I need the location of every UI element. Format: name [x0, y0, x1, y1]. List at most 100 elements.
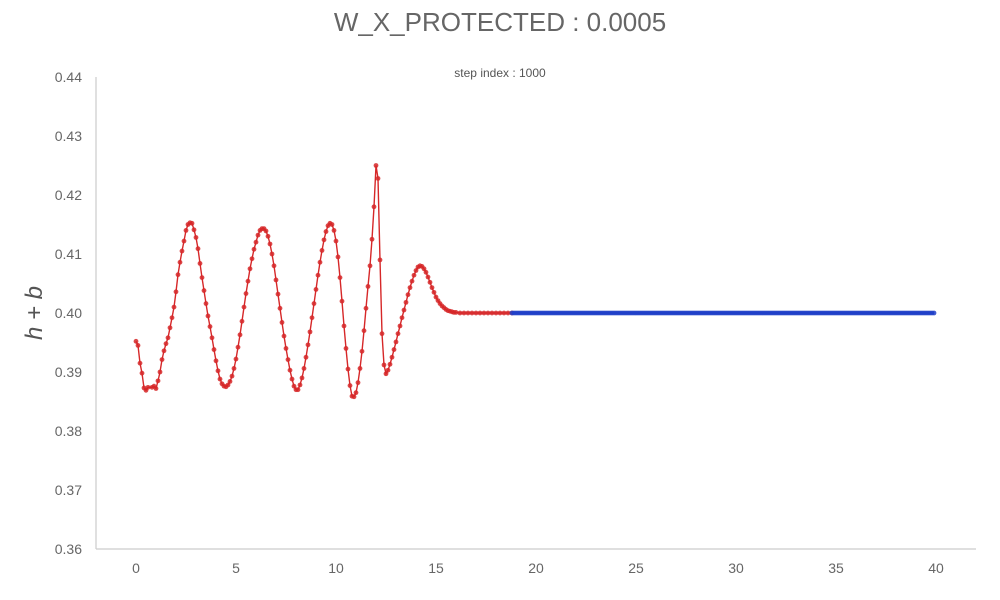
data-point — [319, 248, 325, 253]
data-point — [263, 228, 269, 234]
data-point — [489, 310, 495, 316]
data-point — [357, 366, 363, 371]
data-point — [387, 361, 393, 367]
data-point — [271, 263, 277, 269]
x-tick-label: 10 — [328, 560, 344, 576]
axes — [95, 77, 976, 550]
data-point — [431, 289, 437, 295]
data-point — [493, 310, 499, 316]
data-point — [217, 376, 223, 382]
data-point — [173, 289, 179, 295]
data-point — [161, 348, 167, 354]
data-point — [485, 310, 491, 316]
data-point — [229, 373, 235, 379]
data-point — [395, 331, 401, 337]
data-point — [297, 382, 303, 388]
data-point — [181, 238, 187, 244]
data-point — [381, 362, 387, 368]
data-point — [247, 266, 253, 272]
x-tick-label: 25 — [628, 560, 644, 576]
data-point — [351, 394, 357, 400]
data-point — [371, 204, 377, 210]
data-point — [157, 369, 163, 375]
data-point — [335, 254, 341, 260]
data-point — [505, 310, 511, 316]
y-tick-label: 0.44 — [55, 69, 82, 85]
data-point — [207, 324, 213, 329]
data-point — [457, 310, 463, 316]
data-point — [397, 323, 403, 329]
data-point — [401, 307, 407, 313]
data-point — [393, 339, 399, 345]
data-point — [303, 354, 309, 360]
data-point — [183, 228, 189, 233]
data-point — [329, 222, 335, 227]
data-point — [353, 390, 359, 396]
data-point — [339, 298, 345, 304]
data-point — [201, 288, 207, 293]
data-point — [389, 354, 395, 360]
x-tick-label: 0 — [132, 560, 140, 576]
data-point — [249, 256, 255, 262]
data-point — [323, 229, 329, 234]
data-point — [473, 310, 479, 316]
data-point — [405, 292, 411, 298]
data-point — [383, 371, 389, 377]
data-point — [171, 304, 177, 310]
data-point — [465, 310, 471, 316]
data-point — [407, 285, 413, 291]
y-tick-label: 0.36 — [55, 541, 82, 557]
data-point — [275, 291, 281, 297]
data-point — [345, 366, 351, 372]
x-tick-label: 20 — [528, 560, 544, 576]
chart-title: W_X_PROTECTED : 0.0005 — [334, 7, 666, 37]
data-point — [243, 291, 249, 296]
data-point — [461, 310, 467, 316]
data-point — [237, 332, 243, 338]
data-point — [469, 310, 475, 316]
y-tick-label: 0.41 — [55, 246, 82, 262]
data-point — [137, 360, 143, 366]
data-point — [399, 315, 405, 321]
data-point — [411, 272, 417, 278]
data-point — [273, 277, 279, 283]
data-point — [167, 325, 173, 331]
data-point — [315, 272, 321, 278]
x-tick-label: 40 — [928, 560, 944, 576]
data-point — [179, 248, 185, 254]
data-point — [169, 315, 175, 321]
data-point — [423, 269, 429, 275]
data-point — [197, 261, 203, 266]
data-point — [363, 305, 369, 311]
data-point — [225, 382, 231, 388]
data-point — [239, 318, 245, 324]
data-point — [165, 335, 171, 341]
data-point — [285, 357, 291, 363]
y-tick-label: 0.38 — [55, 423, 82, 439]
data-point — [281, 333, 287, 339]
y-axis-label: h + b — [21, 286, 48, 340]
data-point — [377, 257, 383, 263]
data-point — [289, 376, 295, 382]
data-point — [255, 232, 261, 238]
data-point — [195, 246, 201, 252]
data-point — [931, 310, 937, 316]
data-point — [301, 366, 307, 371]
data-point — [425, 274, 431, 280]
data-point — [163, 341, 169, 347]
data-point — [385, 367, 391, 373]
data-point — [135, 343, 141, 348]
data-point — [305, 342, 311, 348]
x-axis-ticks: 0 5 10 15 20 25 30 35 40 — [132, 560, 944, 576]
data-point — [153, 386, 159, 391]
data-point — [265, 233, 271, 239]
data-point — [365, 284, 371, 289]
data-point — [359, 348, 365, 354]
data-point — [227, 379, 233, 384]
data-point — [267, 241, 273, 247]
data-point — [175, 272, 181, 278]
data-point — [133, 338, 139, 344]
data-point — [191, 227, 197, 233]
data-point — [231, 366, 237, 371]
